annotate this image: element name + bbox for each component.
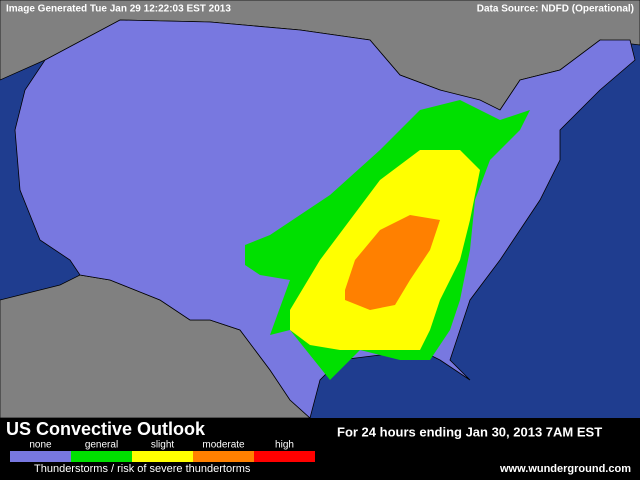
legend-swatch	[193, 451, 254, 462]
period: For 24 hours ending Jan 30, 2013 7AM EST	[337, 424, 602, 439]
legend-swatch	[10, 451, 71, 462]
panel-title: US Convective Outlook	[6, 419, 206, 439]
legend-label: general	[85, 440, 118, 451]
legend-label: moderate	[202, 440, 245, 451]
legend-swatch	[71, 451, 132, 462]
legend-swatch	[254, 451, 315, 462]
legend-label: slight	[151, 440, 175, 451]
legend-label: none	[29, 440, 52, 451]
caption: Thunderstorms / risk of severe thunderto…	[34, 463, 251, 475]
credit: www.wunderground.com	[499, 463, 631, 475]
generated-text: Image Generated Tue Jan 29 12:22:03 EST …	[6, 4, 231, 15]
moderate-area	[345, 215, 440, 310]
info-panel	[0, 418, 640, 480]
source-text: Data Source: NDFD (Operational)	[477, 4, 634, 15]
legend-label: high	[275, 440, 294, 451]
legend-swatch	[132, 451, 193, 462]
